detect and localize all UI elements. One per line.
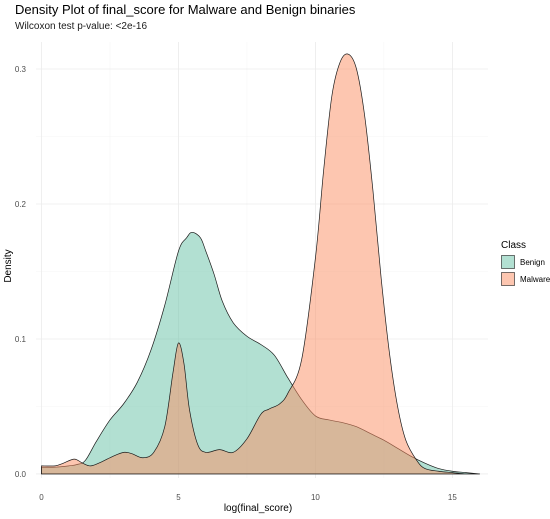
y-tick-label: 0.3 [15, 65, 27, 74]
legend-key-benign [501, 255, 515, 269]
density-area-malware [41, 53, 480, 475]
legend-title: Class [501, 240, 526, 251]
x-axis-ticks: 0 5 10 15 [39, 493, 457, 502]
legend: Class Benign Malware [501, 240, 550, 286]
y-tick-label: 0.0 [15, 470, 27, 479]
y-axis-label: Density [3, 249, 14, 282]
x-axis-label: log(final_score) [224, 503, 292, 514]
x-tick-label: 5 [176, 493, 181, 502]
chart-subtitle: Wilcoxon test p-value: <2e-16 [15, 21, 147, 32]
y-tick-label: 0.2 [15, 200, 27, 209]
x-tick-label: 15 [448, 493, 457, 502]
y-tick-label: 0.1 [15, 335, 27, 344]
chart-title: Density Plot of final_score for Malware … [15, 2, 356, 17]
x-tick-label: 0 [39, 493, 44, 502]
density-areas [41, 53, 480, 475]
x-tick-label: 10 [311, 493, 320, 502]
legend-label-malware: Malware [520, 275, 550, 284]
legend-label-benign: Benign [520, 258, 545, 267]
y-axis-ticks: 0.0 0.1 0.2 0.3 [15, 65, 27, 479]
legend-key-malware [501, 272, 515, 286]
